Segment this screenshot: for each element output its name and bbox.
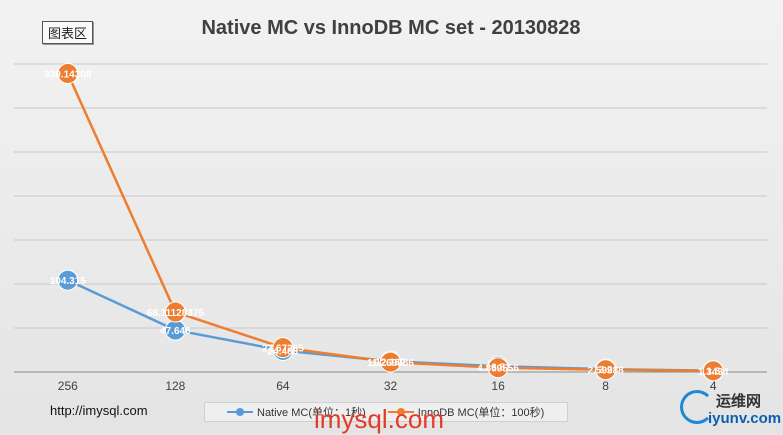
- watermark-text: imysql.com: [314, 404, 445, 434]
- data-label: 2.59988: [588, 366, 625, 377]
- data-label: 12.162: [375, 357, 406, 368]
- logo-cn-text: 运维网: [716, 393, 762, 410]
- data-point-innodb: [595, 359, 617, 381]
- data-label: 47.646: [160, 326, 191, 337]
- legend-label-native: Native MC(单位：1秒): [257, 407, 366, 419]
- data-label: 11.269086: [367, 358, 414, 369]
- series-layer: [57, 63, 724, 382]
- data-label: 6.5: [491, 362, 505, 373]
- chart-title: Native MC vs InnoDB MC set - 20130828: [201, 17, 580, 39]
- data-label: 1.5: [706, 367, 720, 378]
- x-tick-label: 4: [710, 379, 717, 393]
- data-point-native: [57, 269, 79, 291]
- legend-label-innodb: InnoDB MC(单位：100秒): [417, 407, 545, 419]
- chart-area-tag: 图表区: [42, 21, 94, 44]
- data-point-innodb: [702, 360, 724, 382]
- x-axis: 256 128 64 32 16 8 4: [58, 379, 717, 393]
- logo-ring-icon: [680, 390, 714, 424]
- data-point-innodb: [57, 63, 79, 85]
- data-label: 4.869556: [477, 364, 519, 375]
- x-tick-label: 16: [491, 379, 505, 393]
- data-point-innodb: [487, 357, 509, 379]
- data-label: 104.315: [50, 276, 87, 287]
- site-url-text: http://imysql.com: [50, 403, 148, 418]
- legend-item-innodb: InnoDB MC(单位：100秒): [387, 404, 545, 420]
- data-point-innodb: [164, 301, 186, 323]
- legend-marker-native: [227, 407, 253, 417]
- x-tick-label: 256: [58, 379, 78, 393]
- x-tick-label: 64: [276, 379, 290, 393]
- data-label: 1.3434: [698, 367, 729, 378]
- legend: Native MC(单位：1秒) InnoDB MC(单位：100秒): [204, 402, 568, 422]
- data-point-innodb: [272, 337, 294, 359]
- data-label: 339.14308: [44, 70, 92, 81]
- x-tick-label: 128: [165, 379, 185, 393]
- logo-en-text: iyunv.com: [708, 410, 782, 427]
- data-label: 24.486: [268, 346, 299, 357]
- gridlines: [14, 63, 767, 373]
- data-label: 68.11128375: [147, 308, 205, 319]
- data-point-innodb: [380, 351, 401, 373]
- data-label: 27.67265: [262, 344, 304, 355]
- data-labels: 104.315 47.646 24.486 12.162 6.5 3.2 1.5 339.14…: [44, 70, 729, 378]
- site-logo: 运维网 iyunv.com: [676, 384, 783, 434]
- x-tick-label: 32: [384, 379, 398, 393]
- legend-item-native: Native MC(单位：1秒): [227, 404, 366, 420]
- data-label: 3.2: [599, 365, 613, 376]
- x-tick-label: 8: [602, 379, 609, 393]
- legend-marker-innodb: [387, 407, 414, 417]
